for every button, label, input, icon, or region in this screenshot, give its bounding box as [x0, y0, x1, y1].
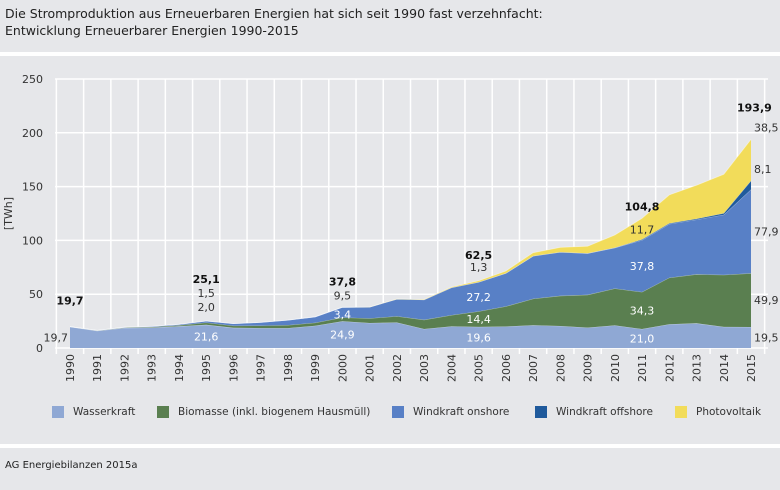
legend-label: Biomasse (inkl. biogenem Hausmüll)	[178, 406, 371, 418]
stacked-area-chart: 0 50 100 150 200 250 1990 1991 1992 1993 1994 1995…	[2, 73, 779, 382]
data-label: 38,5	[754, 121, 779, 134]
legend-label: Photovoltaik	[696, 406, 762, 418]
divider-top	[0, 52, 780, 56]
total-label: 25,1	[193, 273, 220, 286]
legend: Wasserkraft Biomasse (inkl. biogenem Haus…	[0, 406, 780, 426]
x-tick-label: 2004	[445, 354, 458, 382]
total-label: 19,7	[56, 295, 83, 308]
data-label: 77,9	[754, 225, 779, 238]
x-tick-label: 1998	[282, 354, 295, 382]
data-label: 21,6	[194, 330, 219, 343]
source-note: AG Energiebilanzen 2015a	[5, 460, 138, 471]
annotations: 19,719,721,62,01,525,124,93,49,537,819,6…	[44, 101, 779, 345]
legend-item: Windkraft onshore	[392, 406, 509, 418]
x-tick-label: 2000	[336, 354, 349, 382]
data-label: 24,9	[330, 329, 355, 342]
x-tick-label: 2013	[691, 354, 704, 382]
area-edge-photovoltaik	[69, 139, 752, 331]
x-tick-label: 2015	[745, 354, 758, 382]
y-tick-label: 50	[29, 288, 43, 301]
data-label: 3,4	[334, 309, 352, 322]
x-tick-label: 2011	[636, 354, 649, 382]
data-label: 34,3	[630, 305, 655, 318]
area-windkraft-onshore	[70, 189, 751, 331]
divider-bottom	[0, 444, 780, 448]
data-label: 49,9	[754, 294, 779, 307]
legend-swatch	[535, 406, 547, 418]
total-label: 62,5	[465, 249, 492, 262]
legend-swatch	[157, 406, 169, 418]
data-label: 19,7	[44, 331, 69, 344]
total-label: 37,8	[329, 275, 356, 288]
x-tick-label: 1994	[173, 354, 186, 382]
x-tick-label: 2014	[718, 354, 731, 382]
title-line-1: Die Stromproduktion aus Erneuerbaren Ene…	[5, 6, 543, 21]
x-tick-label: 1992	[118, 354, 131, 382]
chart-title: Die Stromproduktion aus Erneuerbaren Ene…	[5, 5, 543, 39]
x-tick-label: 1999	[309, 354, 322, 382]
legend-item: Windkraft offshore	[535, 406, 653, 418]
y-tick-label: 0	[36, 342, 43, 355]
legend-label: Windkraft offshore	[556, 406, 653, 418]
x-tick-label: 1997	[255, 354, 268, 382]
area-biomasse-inkl-biogenem-hausm-ll	[70, 273, 751, 331]
x-tick-label: 2010	[609, 354, 622, 382]
data-label: 27,2	[466, 291, 491, 304]
y-tick-label: 200	[22, 127, 43, 140]
x-tick-label: 1993	[146, 354, 159, 382]
total-label: 193,9	[737, 101, 772, 114]
x-tick-label: 2006	[500, 354, 513, 382]
legend-label: Windkraft onshore	[413, 406, 510, 418]
data-label: 19,5	[754, 332, 779, 345]
data-label: 19,6	[466, 331, 491, 344]
y-tick-label: 100	[22, 234, 43, 247]
data-label: 21,0	[630, 332, 655, 345]
data-label: 8,1	[754, 163, 772, 176]
title-line-2: Entwicklung Erneuerbarer Energien 1990-2…	[5, 23, 299, 38]
x-tick-label: 1990	[64, 354, 77, 382]
data-label: 2,0	[197, 301, 215, 314]
areas	[69, 139, 752, 348]
legend-item: Wasserkraft	[52, 406, 135, 418]
x-tick-label: 2005	[473, 354, 486, 382]
x-tick-label: 2002	[391, 354, 404, 382]
y-tick-label: 150	[22, 181, 43, 194]
y-axis: 0 50 100 150 200 250	[22, 73, 43, 355]
x-tick-label: 2008	[554, 354, 567, 382]
x-tick-label: 2007	[527, 354, 540, 382]
legend-item: Biomasse (inkl. biogenem Hausmüll)	[157, 406, 370, 418]
legend-swatch	[392, 406, 404, 418]
data-label: 1,3	[470, 261, 488, 274]
total-label: 104,8	[625, 200, 660, 213]
legend-swatch	[675, 406, 687, 418]
legend-swatch	[52, 406, 64, 418]
x-tick-label: 2001	[364, 354, 377, 382]
y-tick-label: 250	[22, 73, 43, 86]
data-label: 1,5	[197, 287, 215, 300]
x-tick-label: 1996	[227, 354, 240, 382]
data-label: 11,7	[630, 223, 655, 236]
x-tick-label: 2009	[582, 354, 595, 382]
data-label: 14,4	[466, 313, 491, 326]
legend-item: Photovoltaik	[675, 406, 761, 418]
legend-label: Wasserkraft	[73, 406, 136, 418]
x-tick-label: 2003	[418, 354, 431, 382]
x-axis: 1990 1991 1992 1993 1994 1995 1996 1997 1998 1999…	[64, 354, 758, 382]
y-axis-label: [TWh]	[2, 197, 15, 230]
data-label: 37,8	[630, 260, 655, 273]
x-tick-label: 2012	[663, 354, 676, 382]
data-label: 9,5	[334, 289, 352, 302]
x-tick-label: 1995	[200, 354, 213, 382]
area-wasserkraft	[70, 321, 751, 348]
x-tick-label: 1991	[91, 354, 104, 382]
